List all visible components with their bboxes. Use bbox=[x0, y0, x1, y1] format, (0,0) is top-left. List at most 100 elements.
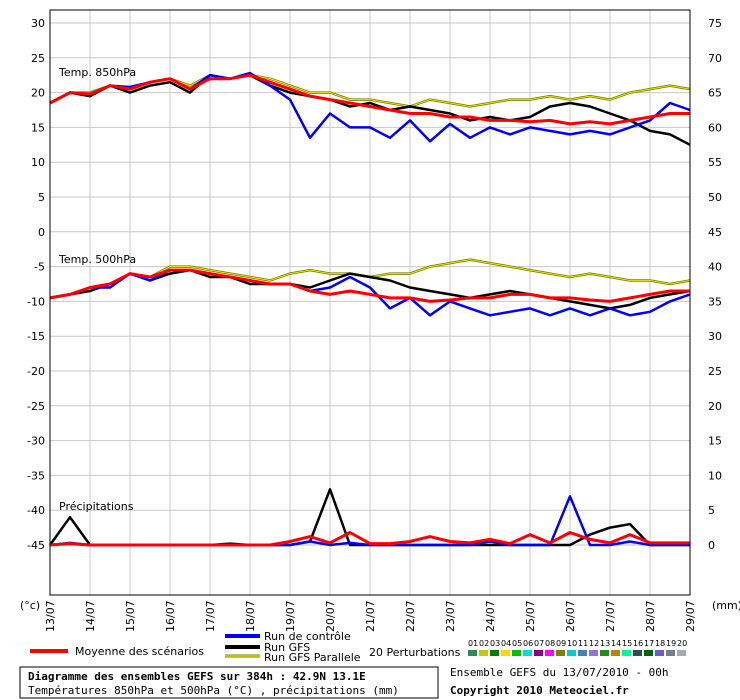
x-tick-label: 28/07 bbox=[644, 600, 657, 632]
right-tick-label: 20 bbox=[708, 400, 722, 413]
x-tick-label: 15/07 bbox=[124, 600, 137, 632]
perturbation-number: 17 bbox=[644, 639, 654, 648]
right-tick-label: 5 bbox=[708, 504, 715, 517]
left-tick-label: -30 bbox=[27, 435, 45, 448]
perturbation-swatch bbox=[655, 650, 664, 656]
left-tick-label: -20 bbox=[27, 365, 45, 378]
right-tick-label: 45 bbox=[708, 226, 722, 239]
x-tick-label: 21/07 bbox=[364, 600, 377, 632]
perturbation-swatch bbox=[578, 650, 587, 656]
perturbation-number: 20 bbox=[677, 639, 687, 648]
info-box bbox=[19, 666, 439, 699]
x-tick-label: 20/07 bbox=[324, 600, 337, 632]
x-tick-label: 22/07 bbox=[404, 600, 417, 632]
perturbation-number: 10 bbox=[567, 639, 577, 648]
perturbation-number: 05 bbox=[512, 639, 522, 648]
perturbation-number: 19 bbox=[666, 639, 676, 648]
perturbation-swatch bbox=[490, 650, 499, 656]
perturbation-number: 01 bbox=[468, 639, 478, 648]
left-tick-label: -5 bbox=[34, 261, 45, 274]
perturbation-swatch bbox=[600, 650, 609, 656]
perturbation-number: 07 bbox=[534, 639, 544, 648]
perturbation-swatch bbox=[468, 650, 477, 656]
series-line-precip-mean bbox=[49, 531, 690, 547]
perturbation-swatch bbox=[523, 650, 532, 656]
perturbation-number: 04 bbox=[501, 639, 511, 648]
perturbation-number: 18 bbox=[655, 639, 665, 648]
perturbation-swatch bbox=[611, 650, 620, 656]
right-tick-label: 35 bbox=[708, 295, 722, 308]
label-precipitations: Précipitations bbox=[59, 500, 134, 513]
x-tick-label: 17/07 bbox=[204, 600, 217, 632]
left-tick-label: -35 bbox=[27, 469, 45, 482]
x-tick-label: 29/07 bbox=[684, 600, 697, 632]
right-tick-label: 55 bbox=[708, 156, 722, 169]
perturbation-number: 15 bbox=[622, 639, 632, 648]
series-line-t850-mean bbox=[49, 73, 690, 126]
perturbation-swatch bbox=[677, 650, 686, 656]
perturbation-number: 03 bbox=[490, 639, 500, 648]
grid bbox=[49, 10, 691, 595]
perturbation-swatch bbox=[644, 650, 653, 656]
perturbation-number: 11 bbox=[578, 639, 588, 648]
copyright: Copyright 2010 Meteociel.fr bbox=[450, 684, 629, 697]
right-tick-label: 0 bbox=[708, 539, 715, 552]
perturbation-number: 13 bbox=[600, 639, 610, 648]
perturbation-number: 14 bbox=[611, 639, 621, 648]
left-tick-label: 0 bbox=[38, 226, 45, 239]
legend-gfs-parallel-label: Run GFS Parallele bbox=[264, 651, 361, 664]
left-tick-label: 10 bbox=[31, 156, 45, 169]
data-series bbox=[48, 71, 691, 547]
series-line-t500-control bbox=[49, 268, 691, 317]
perturbation-legend: 01 02 03 04 05 06 07 08 09 10 11 12 13 14 15 16 17 18 19 20 bbox=[468, 639, 687, 656]
label-temp-850: Temp. 850hPa bbox=[58, 66, 136, 79]
perturbation-swatch bbox=[479, 650, 488, 656]
right-tick-label: 50 bbox=[708, 191, 722, 204]
x-axis-dates: 13/07 14/07 15/07 16/07 17/07 18/07 19/07 20/07… bbox=[44, 600, 697, 632]
perturbation-number: 02 bbox=[479, 639, 489, 648]
series-line-t850-gfs bbox=[49, 73, 691, 146]
legend-perturbations-label: 20 Perturbations bbox=[369, 646, 461, 659]
perturbation-swatch bbox=[622, 650, 631, 656]
left-tick-label: 30 bbox=[31, 17, 45, 30]
perturbation-swatch bbox=[512, 650, 521, 656]
series-line-t500-mean bbox=[49, 268, 690, 303]
right-tick-label: 10 bbox=[708, 469, 722, 482]
perturbation-swatch bbox=[545, 650, 554, 656]
legend-control-label: Run de contrôle bbox=[264, 630, 351, 643]
legend-mean-label: Moyenne des scénarios bbox=[75, 645, 204, 658]
x-tick-label: 26/07 bbox=[564, 600, 577, 632]
x-tick-label: 24/07 bbox=[484, 600, 497, 632]
perturbation-swatch bbox=[501, 650, 510, 656]
perturbation-number: 06 bbox=[523, 639, 533, 648]
legend-gfs-label: Run GFS bbox=[264, 641, 310, 654]
x-tick-label: 13/07 bbox=[44, 600, 57, 632]
perturbation-swatch bbox=[666, 650, 675, 656]
perturbation-swatch bbox=[567, 650, 576, 656]
label-temp-500: Temp. 500hPa bbox=[58, 253, 136, 266]
perturbation-number: 09 bbox=[556, 639, 566, 648]
x-tick-label: 23/07 bbox=[444, 600, 457, 632]
left-axis-unit: (°c) bbox=[20, 599, 40, 612]
perturbation-number: 16 bbox=[633, 639, 643, 648]
chart-title: Diagramme des ensembles GEFS sur 384h : … bbox=[28, 670, 366, 683]
left-tick-label: -40 bbox=[27, 504, 45, 517]
x-tick-label: 27/07 bbox=[604, 600, 617, 632]
right-axis-unit: (mm) bbox=[712, 599, 740, 612]
left-tick-label: 15 bbox=[31, 121, 45, 134]
right-tick-label: 30 bbox=[708, 330, 722, 343]
plot-frame bbox=[49, 9, 691, 596]
perturbation-swatch bbox=[633, 650, 642, 656]
perturbation-swatch bbox=[556, 650, 565, 656]
perturbation-swatch bbox=[589, 650, 598, 656]
left-axis-ticks: 30 25 20 15 10 5 0 -5 -10 -15 -20 -25 -30 -35 -40 -45 bbox=[27, 17, 45, 552]
left-tick-label: 20 bbox=[31, 87, 45, 100]
left-tick-label: -15 bbox=[27, 330, 45, 343]
left-tick-label: -45 bbox=[27, 539, 45, 552]
right-tick-label: 70 bbox=[708, 52, 722, 65]
ensemble-run-label: Ensemble GEFS du 13/07/2010 - 00h bbox=[450, 666, 669, 679]
x-tick-label: 16/07 bbox=[164, 600, 177, 632]
right-tick-label: 65 bbox=[708, 87, 722, 100]
